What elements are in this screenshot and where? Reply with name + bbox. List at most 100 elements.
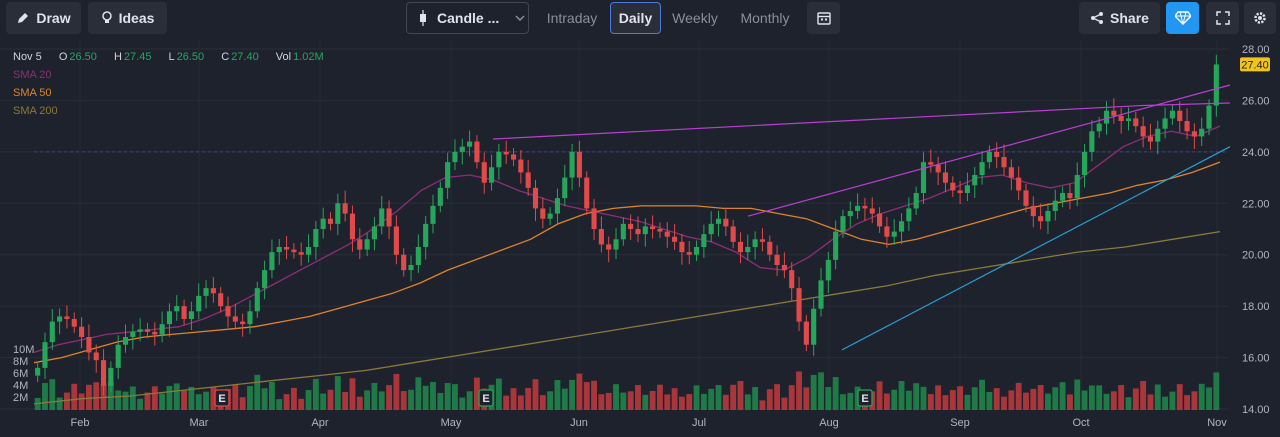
volume-bar [876,381,883,410]
tab-daily[interactable]: Daily [610,2,661,34]
volume-bar [115,390,122,410]
time-axis: Feb Mar Apr May Jun Jul Aug Sep Oct Nov [71,417,1228,429]
volume-bar [107,382,114,410]
candle-body [159,324,165,335]
volume-bar [327,389,334,410]
candle-body [93,352,99,361]
volume-bar [210,386,217,410]
candle-body [1016,177,1022,191]
volume-bar [891,389,898,410]
candle-body [628,223,634,229]
tab-intraday[interactable]: Intraday [546,10,598,26]
settings-button[interactable] [1244,2,1276,34]
fullscreen-icon [1215,11,1230,25]
volume-bar [883,393,890,410]
candle-body [576,151,582,178]
candle-body [964,185,970,193]
candle-body [415,247,421,265]
calendar-button[interactable] [807,2,840,34]
volume-bar [759,400,766,410]
volume-bar [796,371,802,410]
sma50-path [33,161,1221,364]
ideas-button[interactable]: Ideas [88,2,167,34]
candle-body [166,311,173,325]
volume-bar [1001,396,1007,410]
volume-bar [1154,384,1161,410]
volume-bar [356,396,363,410]
candle-body [423,223,429,247]
volume-bar [1088,385,1095,410]
earnings-marker: E [857,389,873,407]
time-tick-label: Sep [950,417,970,429]
legend-close: 27.40 [231,51,259,63]
candle-body [1177,110,1183,121]
volume-bar [993,388,1000,410]
candle-body [818,280,824,309]
volume-bar [752,386,759,410]
candle-body [862,205,868,209]
candle-body [1125,118,1132,121]
volume-bar [188,386,195,410]
candle-body [276,247,282,253]
candle-body [510,154,517,160]
lightbulb-icon [101,11,112,23]
candle-body [642,226,648,235]
candle-body [1081,151,1088,175]
volume-bar [320,393,327,410]
candle-body [789,270,795,289]
draw-button[interactable]: Draw [6,2,81,34]
tab-monthly[interactable]: Monthly [740,10,790,26]
candle-body [313,229,319,247]
candle-body [708,223,714,235]
candle-body [203,288,209,296]
volume-bar [1037,385,1044,410]
volume-bar [64,392,70,410]
candle-body [181,306,187,319]
volume-bar [166,386,173,410]
volume-bar [173,383,180,410]
candle-body [877,213,883,227]
candle-body [1155,128,1161,142]
tab-weekly[interactable]: Weekly [672,10,718,26]
candle-body [657,229,663,232]
volume-bar [744,394,751,410]
candle-body [1067,193,1073,199]
volume-bar [1198,383,1205,410]
volume-bar [159,393,166,410]
price-chart[interactable]: 28.00 26.00 24.00 22.00 20.00 18.00 16.00 14.00… [0,40,1280,437]
volume-bar [305,390,312,410]
candle-body [42,342,48,368]
fullscreen-button[interactable] [1206,2,1239,34]
volume-bar [430,382,436,410]
volume-bar [920,386,927,410]
share-button[interactable]: Share [1079,2,1160,34]
volume-bar [605,392,612,410]
candle-body [723,218,729,227]
last-price-label: 27.40 [1241,59,1269,71]
chart-type-select[interactable]: Candle ... [406,2,529,34]
volume-bar [422,385,429,410]
volume-bar [986,391,993,410]
volume-bar [144,392,151,410]
volume-bar [408,389,414,410]
sma20-path [33,125,1221,354]
candle-body [840,216,846,232]
volume-bar [532,379,539,410]
volume-bar [1015,382,1022,410]
share-label: Share [1110,10,1149,26]
candle-body [972,175,978,186]
premium-button[interactable] [1166,2,1199,34]
candle-body [379,208,385,227]
candle-body [357,239,363,250]
time-tick-label: May [441,417,462,429]
volume-bar [598,394,605,410]
candle-body [247,311,253,325]
candle-body [620,223,626,240]
candle-body [481,162,487,183]
candle-body [833,231,839,260]
volume-bar [151,386,158,410]
last-price-box [1240,57,1270,72]
candle-body [1191,131,1197,137]
earnings-marker: E [214,389,230,407]
